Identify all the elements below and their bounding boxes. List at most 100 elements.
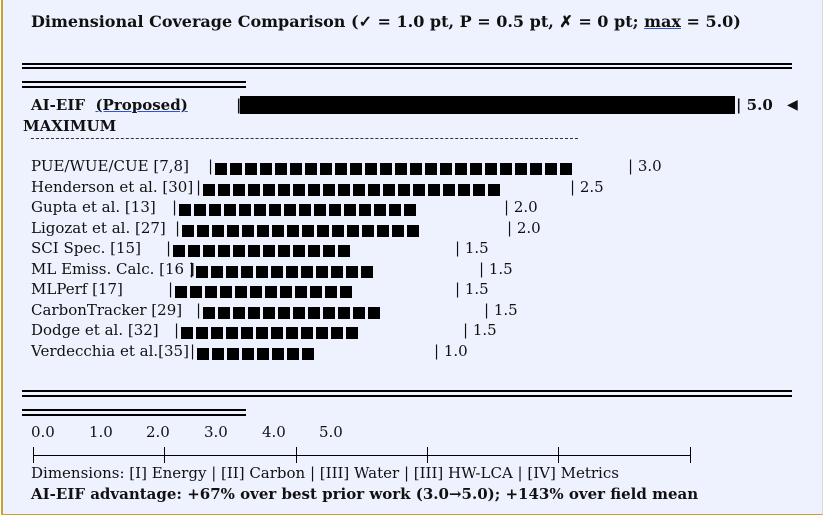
- bar-block: [218, 307, 231, 319]
- bar-block: [332, 225, 345, 237]
- bar-block: [227, 348, 240, 360]
- row-score: | 2.0: [504, 198, 538, 216]
- bar-block: [295, 286, 308, 298]
- bar-block: [338, 307, 351, 319]
- bar-block: [410, 163, 423, 175]
- bottom-short-rule-1: [22, 409, 246, 411]
- bar-block: [380, 163, 393, 175]
- top-short-rule-2: [22, 86, 246, 88]
- bar-block: [239, 204, 252, 216]
- bar-block: [284, 204, 297, 216]
- row-bar: |: [174, 321, 361, 339]
- bar-block: [362, 225, 375, 237]
- bar-block: [361, 266, 374, 278]
- bar-start-pipe: |: [196, 301, 202, 319]
- bar-block: [211, 266, 224, 278]
- bar-block: [560, 163, 573, 175]
- bar-block: [242, 225, 255, 237]
- bar-block: [203, 245, 216, 257]
- bar-block: [314, 204, 327, 216]
- bar-start-pipe: |: [166, 239, 172, 257]
- bar-block: [286, 327, 299, 339]
- bar-block: [395, 163, 408, 175]
- row-score: | 1.5: [455, 280, 489, 298]
- bar-block: [263, 245, 276, 257]
- bar-block: [545, 163, 558, 175]
- bar-block: [443, 184, 456, 196]
- bar-block: [280, 286, 293, 298]
- bar-block: [269, 204, 282, 216]
- row-score: | 1.0: [434, 342, 468, 360]
- bar-start-pipe: |: [172, 198, 178, 216]
- row-bar: |: [175, 219, 422, 237]
- title-max: max: [644, 12, 681, 31]
- bar-block: [407, 225, 420, 237]
- bar-block: [181, 327, 194, 339]
- bar-start-pipe: |: [168, 280, 174, 298]
- row-bar: |: [189, 260, 376, 278]
- bar-block: [272, 348, 285, 360]
- row-bar: |: [166, 239, 353, 257]
- maximum-marker-icon: ◀: [787, 97, 798, 113]
- bar-block: [293, 245, 306, 257]
- row-label: Verdecchia et al.[35]: [31, 342, 189, 360]
- row-bar: |: [196, 178, 503, 196]
- bar-block: [353, 307, 366, 319]
- bar-block: [175, 286, 188, 298]
- bar-block: [440, 163, 453, 175]
- bar-block: [215, 163, 228, 175]
- row-score: | 1.5: [455, 239, 489, 257]
- bar-block: [271, 327, 284, 339]
- bar-block: [290, 163, 303, 175]
- bar-block: [233, 307, 246, 319]
- bar-block: [242, 348, 255, 360]
- bar-block: [302, 225, 315, 237]
- bar-block: [308, 307, 321, 319]
- axis-tick-label: 4.0: [262, 423, 286, 441]
- row-score: | 1.5: [479, 260, 513, 278]
- bar-block: [346, 327, 359, 339]
- bar-block: [308, 245, 321, 257]
- bar-block: [383, 184, 396, 196]
- bar-block: [331, 266, 344, 278]
- bar-block: [293, 184, 306, 196]
- row-label: Ligozat et al. [27]: [31, 219, 166, 237]
- bar-block: [350, 163, 363, 175]
- row-label: MLPerf [17]: [31, 280, 123, 298]
- axis-line: [33, 455, 691, 456]
- bar-block: [485, 163, 498, 175]
- bar-block: [323, 307, 336, 319]
- advantage-note: AI-EIF advantage: +67% over best prior w…: [31, 485, 699, 503]
- bar-block: [470, 163, 483, 175]
- title-text: Dimensional Coverage Comparison (✓ = 1.0…: [31, 12, 639, 31]
- bar-block: [196, 266, 209, 278]
- bar-block: [515, 163, 528, 175]
- bar-block: [194, 204, 207, 216]
- bar-block: [368, 184, 381, 196]
- axis-tick: [164, 447, 165, 463]
- bar-block: [389, 204, 402, 216]
- bar-block: [488, 184, 501, 196]
- bar-block: [302, 348, 315, 360]
- row-label: Gupta et al. [13]: [31, 198, 156, 216]
- row-bar: |: [190, 342, 317, 360]
- bar-block: [320, 163, 333, 175]
- bar-block: [235, 286, 248, 298]
- bar-block: [263, 307, 276, 319]
- bar-block: [473, 184, 486, 196]
- bar-block: [301, 266, 314, 278]
- bar-start-pipe: |: [175, 219, 181, 237]
- bar-block: [338, 184, 351, 196]
- bar-block: [263, 184, 276, 196]
- title-tail: = 5.0): [680, 12, 741, 31]
- bar-block: [325, 286, 338, 298]
- bar-block: [230, 163, 243, 175]
- bar-block: [188, 245, 201, 257]
- highlight-score: | 5.0: [736, 96, 773, 114]
- bar-block: [218, 245, 231, 257]
- row-label: CarbonTracker [29]: [31, 301, 183, 319]
- chart-title: Dimensional Coverage Comparison (✓ = 1.0…: [31, 12, 741, 31]
- bar-block: [316, 266, 329, 278]
- top-rule-2: [22, 67, 792, 69]
- row-bar: |: [168, 280, 355, 298]
